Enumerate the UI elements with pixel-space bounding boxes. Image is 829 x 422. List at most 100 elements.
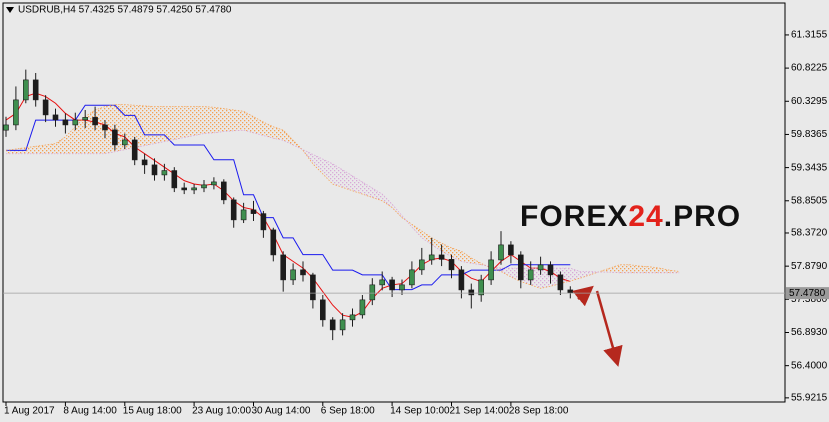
cloud-fill [85, 109, 96, 154]
candle-body [62, 119, 69, 126]
candle-body [300, 269, 306, 276]
candle-body [438, 254, 445, 260]
candle-body [221, 181, 227, 201]
x-tick-label: 15 Aug 18:00 [123, 406, 182, 417]
candle-body [151, 164, 158, 176]
symbol-icon [6, 7, 14, 13]
y-tick-label: 59.8365 [791, 129, 828, 140]
y-tick-label: 57.3860 [791, 294, 828, 305]
x-tick-label: 21 Sep 14:00 [450, 406, 510, 417]
x-tick-label: 30 Aug 14:00 [252, 406, 311, 417]
cloud-fill [293, 140, 303, 151]
cloud-fill [580, 271, 591, 279]
candle-body [260, 213, 267, 231]
y-tick-label: 57.8790 [791, 261, 828, 272]
cloud-fill [471, 258, 482, 265]
y-tick-label: 60.3295 [791, 96, 828, 107]
cloud-fill [312, 154, 323, 174]
cloud-fill [25, 146, 36, 154]
plot-frame [2, 2, 786, 403]
candle-body [290, 269, 296, 281]
cloud-fill [629, 264, 640, 273]
candle-body [250, 209, 257, 214]
cloud-fill [461, 251, 472, 264]
y-tick-label: 61.3155 [791, 30, 828, 41]
cloud-fill [570, 268, 581, 281]
cloud-fill [372, 188, 383, 201]
candle-body [557, 274, 564, 291]
y-tick-label: 58.3720 [791, 228, 828, 239]
candle-body [478, 279, 485, 296]
x-tick-label: 14 Sep 10:00 [390, 406, 450, 417]
candle-body [498, 244, 504, 261]
cloud-fill [411, 224, 422, 238]
indicator-line [6, 129, 680, 274]
arrow [572, 285, 594, 307]
candle-body [32, 79, 39, 101]
candle-body [72, 119, 79, 126]
candle-body [537, 264, 544, 271]
candle-body [458, 269, 465, 291]
candle-body [92, 117, 98, 126]
candle-body [448, 259, 455, 271]
candle-body [171, 170, 178, 189]
cloud-fill [65, 126, 76, 154]
candle-body [339, 319, 346, 331]
candle-body [567, 289, 574, 294]
candle-body [517, 254, 524, 281]
cloud-fill [144, 105, 155, 146]
cloud-fill [362, 181, 373, 198]
candle-body [319, 299, 326, 321]
candle-body [310, 274, 316, 301]
cloud-fill [184, 106, 195, 138]
candle-body [418, 259, 425, 271]
candle-body [112, 129, 118, 146]
candle-body [122, 139, 128, 146]
x-tick-label: 8 Aug 14:00 [63, 406, 117, 417]
candles [3, 69, 574, 341]
candle-body [191, 187, 197, 191]
cloud-fill [204, 106, 214, 134]
cloud-fill [194, 106, 204, 136]
watermark: FOREX24.PRO [520, 200, 741, 233]
cloud-fill [441, 243, 452, 257]
candle-body [82, 117, 88, 121]
y-tick-label: 60.8225 [791, 63, 828, 74]
cloud-fill [233, 109, 244, 131]
cloud-fill [134, 105, 145, 148]
candle-body [22, 79, 29, 101]
candle-body [409, 269, 415, 286]
cloud-fill [322, 159, 333, 184]
candle-body [399, 284, 405, 291]
x-tick-label: 1 Aug 2017 [4, 406, 55, 417]
cloud-fill [649, 266, 660, 273]
candle-body [527, 269, 534, 281]
cloud-fill [451, 247, 462, 262]
cloud-fill [431, 237, 442, 252]
candle-body [102, 124, 108, 131]
candle-body [349, 314, 356, 321]
candle-body [52, 114, 59, 121]
watermark-part: FOREX [520, 200, 628, 233]
cloud-fill [35, 144, 46, 154]
cloud-fill [659, 268, 670, 273]
candle-body [230, 199, 237, 221]
cloud-fill [45, 143, 56, 154]
x-tick-label: 28 Sep 18:00 [509, 406, 569, 417]
cloud-fill [501, 268, 511, 277]
cloud-fill [75, 116, 86, 154]
candle-body [181, 187, 187, 191]
y-tick-label: 55.9215 [791, 393, 828, 404]
cloud-fill [263, 122, 274, 139]
cloud-fill [174, 106, 185, 140]
last-price-label: 57.4780 [789, 288, 826, 299]
cloud-fill [382, 194, 393, 208]
arrow [595, 290, 623, 367]
candle-body [369, 284, 376, 301]
indicator-line [5, 92, 571, 318]
candle-body [389, 279, 395, 291]
candle-body [359, 299, 366, 316]
cloud-fill [332, 163, 343, 188]
